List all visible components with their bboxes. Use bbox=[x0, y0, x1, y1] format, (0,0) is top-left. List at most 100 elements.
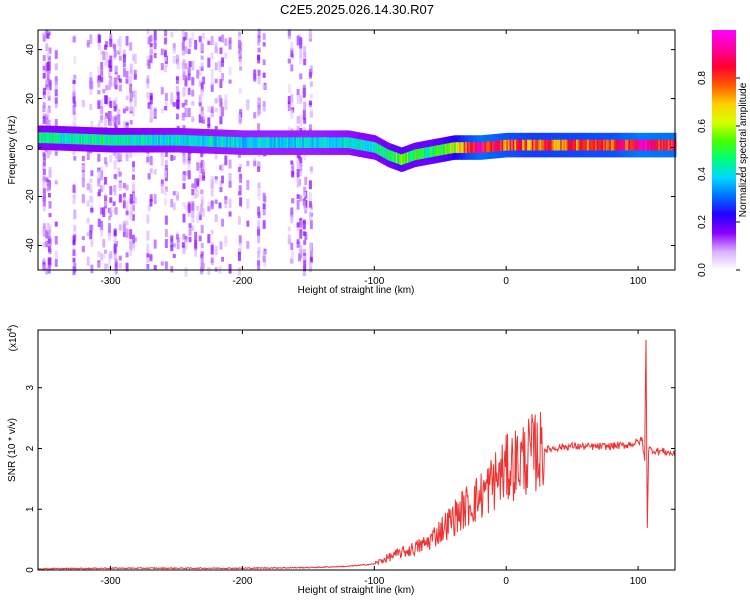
ridge-core bbox=[541, 139, 544, 151]
noise-cell bbox=[107, 216, 111, 221]
noise-cell bbox=[89, 103, 93, 111]
noise-cell bbox=[153, 168, 157, 175]
colorbar: 0.0 0.2 0.4 0.6 0.8 Normalized spectral ampl… bbox=[697, 30, 749, 277]
noise-cell bbox=[246, 198, 250, 209]
noise-cell bbox=[308, 200, 312, 208]
noise-cell bbox=[160, 48, 164, 56]
noise-cell bbox=[125, 252, 129, 258]
ridge-core bbox=[61, 133, 64, 144]
noise-cell bbox=[146, 92, 150, 99]
noise-cell bbox=[287, 238, 291, 245]
noise-cell bbox=[125, 95, 129, 100]
noise-cell bbox=[200, 153, 204, 158]
ridge-core bbox=[295, 137, 299, 149]
ridge-core bbox=[272, 137, 275, 149]
noise-cell bbox=[97, 261, 101, 268]
ridge-core bbox=[307, 137, 310, 149]
noise-cell bbox=[42, 55, 46, 61]
noise-cell bbox=[47, 240, 51, 249]
ridge-core bbox=[542, 139, 546, 151]
noise-cell bbox=[129, 63, 133, 73]
ridge-core bbox=[598, 139, 601, 151]
ridge-core bbox=[596, 139, 599, 151]
noise-cell bbox=[42, 242, 46, 248]
noise-cell bbox=[105, 112, 109, 119]
ridge-core bbox=[511, 139, 514, 151]
ridge-core bbox=[318, 137, 321, 149]
ridge-core bbox=[66, 133, 69, 144]
noise-cell bbox=[228, 79, 232, 84]
noise-cell bbox=[210, 68, 214, 76]
noise-cell bbox=[73, 224, 77, 232]
noise-cell bbox=[114, 267, 118, 275]
noise-cell bbox=[188, 223, 192, 229]
ridge-core bbox=[292, 137, 295, 149]
noise-cell bbox=[257, 123, 261, 131]
ridge-core bbox=[352, 138, 356, 149]
ridge-core bbox=[169, 134, 172, 146]
ridge-core bbox=[642, 139, 645, 151]
noise-cell bbox=[97, 179, 101, 187]
noise-cell bbox=[187, 158, 191, 165]
noise-cell bbox=[210, 106, 214, 114]
noise-cell bbox=[176, 91, 180, 102]
ridge-core bbox=[522, 139, 525, 151]
ridge-core bbox=[96, 134, 99, 146]
ridge-core bbox=[197, 135, 201, 147]
ridge-core bbox=[321, 137, 324, 149]
ridge-core bbox=[557, 139, 560, 151]
ridge-core bbox=[588, 139, 591, 151]
noise-cell bbox=[118, 194, 122, 203]
noise-cell bbox=[117, 74, 121, 81]
noise-cell bbox=[109, 251, 113, 259]
noise-cell bbox=[104, 195, 108, 201]
ridge-core bbox=[373, 142, 376, 153]
noise-cell bbox=[239, 109, 243, 117]
ridge-core bbox=[49, 132, 52, 144]
ridge-core bbox=[413, 149, 416, 161]
ridge-core bbox=[615, 139, 618, 151]
ridge-core bbox=[115, 134, 118, 146]
noise-cell bbox=[257, 250, 261, 259]
ridge-core bbox=[555, 139, 558, 151]
noise-cell bbox=[202, 115, 206, 120]
noise-cell bbox=[109, 61, 113, 68]
ridge-core bbox=[327, 137, 330, 149]
ridge-core bbox=[118, 134, 121, 146]
noise-cell bbox=[129, 120, 133, 125]
ridge-core bbox=[473, 142, 476, 153]
noise-cell bbox=[122, 49, 126, 58]
noise-cell bbox=[237, 31, 241, 41]
noise-cell bbox=[207, 234, 211, 244]
ridge-core bbox=[523, 139, 527, 151]
noise-cell bbox=[207, 106, 211, 113]
noise-cell bbox=[149, 155, 153, 166]
ridge-core bbox=[113, 134, 117, 146]
noise-cell bbox=[187, 170, 191, 180]
noise-cell bbox=[72, 235, 76, 246]
noise-cell bbox=[72, 257, 76, 263]
noise-cell bbox=[48, 80, 52, 91]
ridge-core bbox=[441, 144, 444, 156]
noise-cell bbox=[107, 68, 111, 78]
noise-cell bbox=[98, 218, 102, 228]
ridge-core bbox=[599, 139, 603, 151]
noise-cell bbox=[118, 262, 122, 269]
noise-cell bbox=[308, 180, 312, 190]
noise-cell bbox=[246, 179, 250, 190]
noise-cell bbox=[42, 91, 46, 99]
ridge-core bbox=[425, 147, 428, 159]
noise-cell bbox=[219, 116, 223, 125]
noise-cell bbox=[105, 85, 109, 91]
noise-cell bbox=[196, 162, 200, 171]
noise-cell bbox=[118, 152, 122, 160]
noise-cell bbox=[81, 171, 85, 182]
noise-cell bbox=[299, 42, 303, 49]
noise-cell bbox=[291, 250, 295, 257]
noise-cell bbox=[303, 261, 307, 272]
noise-cell bbox=[129, 229, 133, 240]
ridge-core bbox=[250, 137, 253, 149]
noise-cell bbox=[299, 169, 303, 176]
noise-cell bbox=[45, 80, 49, 90]
ridge-core bbox=[506, 139, 509, 151]
